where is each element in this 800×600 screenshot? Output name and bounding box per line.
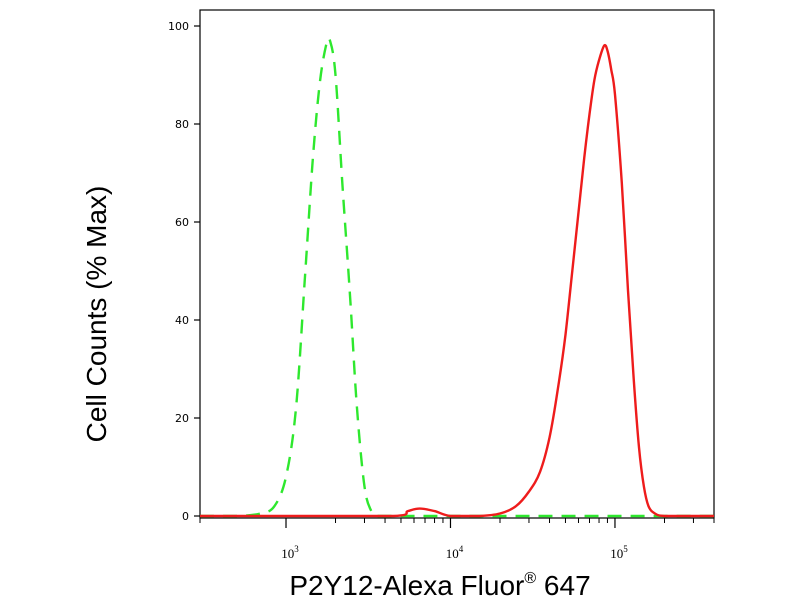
- y-axis-title: Cell Counts (% Max): [81, 186, 112, 443]
- y-tick-label: 40: [175, 314, 189, 327]
- x-axis-title-main: P2Y12-Alexa Fluor: [289, 570, 524, 600]
- y-tick-label: 0: [182, 510, 189, 523]
- x-tick-label-base: 10: [281, 546, 294, 561]
- y-tick-label: 20: [175, 412, 189, 425]
- x-tick-label: 103: [281, 544, 299, 561]
- x-tick-label: 104: [446, 544, 464, 561]
- x-axis-title: P2Y12-Alexa Fluor® 647: [289, 570, 590, 600]
- plot-area-frame: [199, 9, 715, 519]
- series-layer: [199, 36, 714, 518]
- series-line-control: [199, 36, 714, 518]
- x-axis-title-registered: ®: [524, 570, 536, 587]
- x-tick-label-exponent: 3: [294, 544, 299, 554]
- y-tick-label: 60: [175, 216, 189, 229]
- series-line-sample: [199, 43, 714, 518]
- x-tick-label-exponent: 5: [623, 544, 628, 554]
- x-tick-label-base: 10: [446, 546, 459, 561]
- x-tick-label-exponent: 4: [459, 544, 464, 554]
- x-axis-title-suffix: 647: [536, 570, 591, 600]
- x-tick-label-base: 10: [610, 546, 623, 561]
- y-tick-label: 100: [168, 20, 189, 33]
- y-tick-label: 80: [175, 118, 189, 131]
- x-tick-label: 105: [610, 544, 628, 561]
